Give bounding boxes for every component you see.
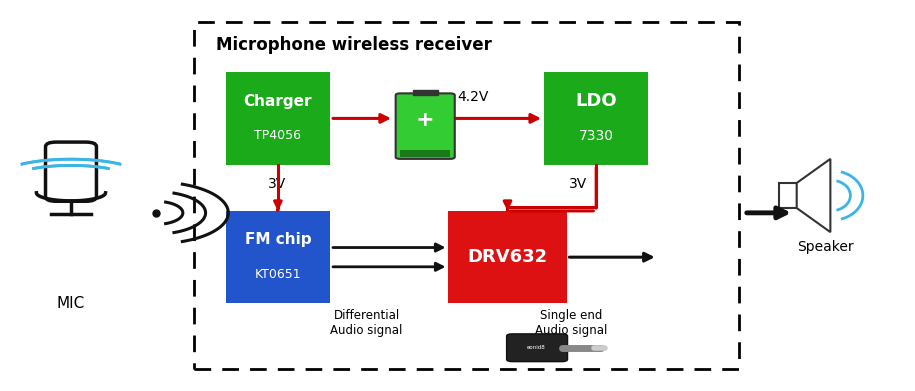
Text: LDO: LDO	[576, 92, 617, 110]
Text: 7330: 7330	[578, 129, 614, 143]
Text: FM chip: FM chip	[244, 232, 311, 248]
Text: 4.2V: 4.2V	[458, 90, 489, 104]
Text: Single end
Audio signal: Single end Audio signal	[535, 309, 608, 337]
FancyBboxPatch shape	[448, 211, 566, 303]
FancyBboxPatch shape	[395, 93, 455, 159]
FancyBboxPatch shape	[226, 211, 330, 303]
Text: Charger: Charger	[243, 93, 312, 109]
Text: TP4056: TP4056	[254, 129, 301, 142]
Text: 3V: 3V	[568, 177, 587, 191]
Text: KT0651: KT0651	[254, 268, 301, 281]
Text: MIC: MIC	[57, 296, 85, 311]
FancyBboxPatch shape	[544, 72, 649, 165]
Text: Microphone wireless receiver: Microphone wireless receiver	[217, 36, 492, 54]
FancyBboxPatch shape	[194, 22, 739, 369]
Text: +: +	[416, 110, 435, 130]
FancyBboxPatch shape	[400, 149, 450, 157]
Polygon shape	[797, 159, 831, 232]
Text: 3V: 3V	[268, 177, 286, 191]
FancyBboxPatch shape	[413, 90, 437, 95]
Text: Speaker: Speaker	[798, 240, 854, 254]
FancyBboxPatch shape	[507, 334, 567, 362]
FancyBboxPatch shape	[779, 183, 797, 208]
Text: DRV632: DRV632	[468, 248, 547, 266]
FancyBboxPatch shape	[226, 72, 330, 165]
Text: eonid8: eonid8	[527, 345, 546, 350]
Text: Differential
Audio signal: Differential Audio signal	[330, 309, 403, 337]
FancyBboxPatch shape	[46, 142, 96, 201]
